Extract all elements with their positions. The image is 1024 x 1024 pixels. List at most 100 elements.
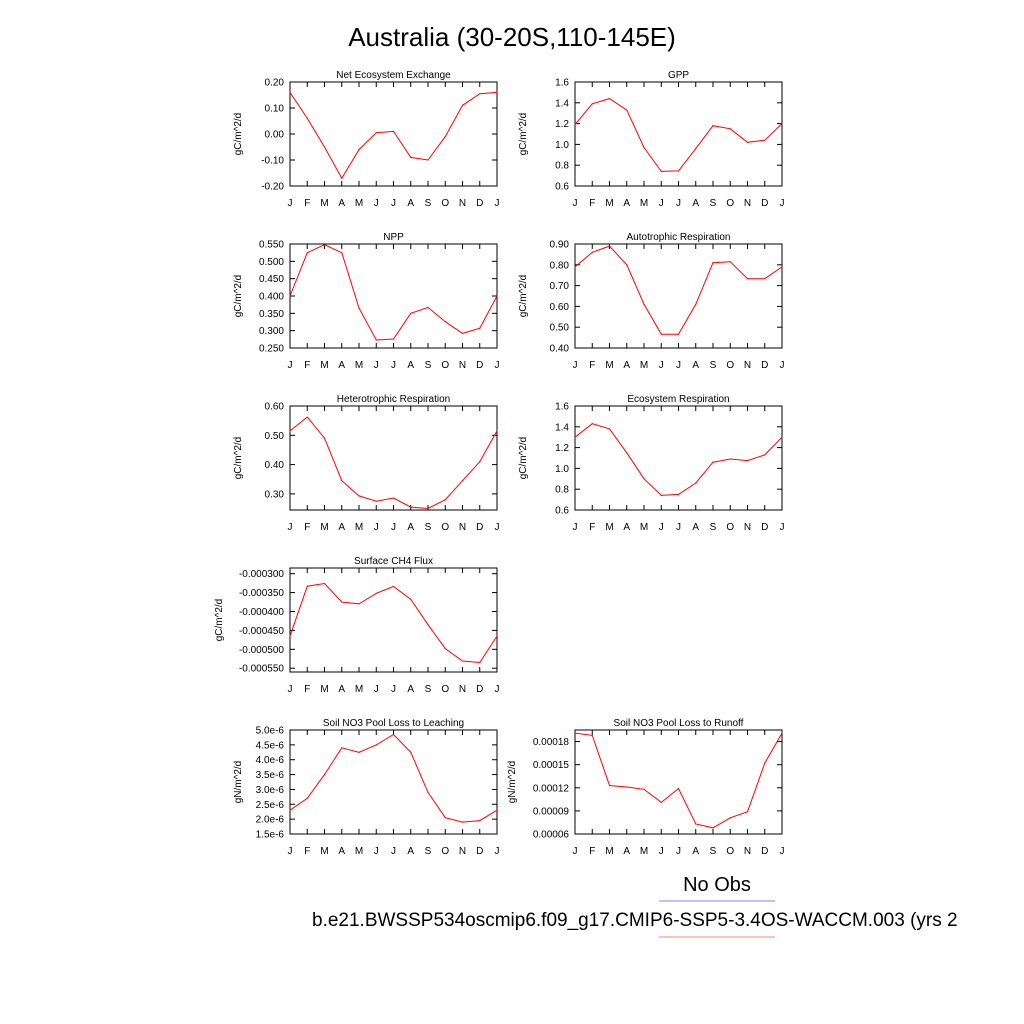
x-tick-label: J [374,198,379,209]
data-point [608,784,611,787]
x-tick-label: A [338,846,345,857]
x-tick-label: J [288,846,293,857]
x-tick-label: D [476,360,483,371]
x-tick-label: A [407,198,414,209]
data-point [746,141,749,143]
data-point [306,117,308,119]
x-tick-label: J [780,198,785,209]
x-tick-label: O [441,684,449,695]
data-point [695,823,697,825]
x-tick-label: A [338,522,345,533]
series-line [289,244,498,341]
y-tick-label: 0.6 [555,182,569,193]
data-point [410,598,412,600]
x-tick-label: F [589,522,595,533]
y-tick-label: 1.6 [555,78,569,89]
x-tick-label: J [288,198,293,209]
x-tick-label: J [780,522,785,533]
data-point [306,797,308,799]
series-line [289,582,498,664]
y-tick-label: 0.00006 [533,830,570,841]
chart-title: NPP [383,232,404,243]
data-point [729,817,731,819]
x-tick-label: A [407,684,414,695]
data-point [695,147,697,150]
y-tick-label: 0.40 [265,460,285,471]
x-tick-label: D [476,846,483,857]
data-point [306,585,308,587]
x-tick-label: J [391,198,396,209]
x-tick-label: A [623,360,630,371]
data-point [496,635,498,637]
x-tick-label: S [710,360,717,371]
data-point [496,91,498,93]
x-tick-label: J [288,684,293,695]
x-tick-label: M [320,846,328,857]
y-tick-label: 1.0 [555,140,569,151]
x-tick-label: J [676,522,681,533]
data-point [712,827,714,829]
x-tick-label: J [573,846,578,857]
y-tick-label: 1.2 [555,443,569,454]
x-tick-label: M [355,198,363,209]
data-point [461,660,464,662]
y-tick-label: 0.00012 [533,783,570,794]
data-point [781,436,783,438]
data-point [358,307,360,309]
data-point [289,809,291,811]
data-point [427,791,429,794]
data-point [608,98,611,100]
y-tick-label: 3.0e-6 [256,785,285,796]
x-tick-label: M [320,360,328,371]
data-point [444,136,446,138]
y-tick-label: -0.000500 [239,645,284,656]
x-tick-label: J [495,846,500,857]
y-axis-label: gC/m^2/d [214,599,225,642]
data-point [695,482,697,484]
y-tick-label: 0.50 [550,323,570,334]
x-tick-label: F [304,522,310,533]
data-point [626,452,628,454]
data-point [461,104,464,106]
y-tick-label: 0.300 [259,326,284,337]
data-point [574,124,576,126]
x-tick-label: O [441,360,449,371]
x-tick-label: A [623,198,630,209]
x-tick-label: J [573,522,578,533]
x-tick-label: J [374,360,379,371]
x-tick-label: J [676,360,681,371]
y-axis-label: gC/m^2/d [518,437,529,480]
data-point [289,635,291,637]
series-line [574,732,783,829]
data-point [781,123,783,125]
x-tick-label: M [320,684,328,695]
data-point [746,811,749,813]
data-point [677,333,680,335]
x-tick-label: S [710,198,717,209]
x-tick-label: N [459,684,466,695]
x-tick-label: N [459,360,466,371]
data-point [643,478,645,480]
x-tick-label: J [573,198,578,209]
y-tick-label: 4.5e-6 [256,740,285,751]
y-tick-label: -0.10 [261,156,284,167]
x-tick-label: J [780,360,785,371]
x-tick-label: J [780,846,785,857]
x-tick-label: N [744,198,751,209]
y-tick-label: 0.450 [259,274,284,285]
data-point [677,170,680,172]
data-point [427,624,429,626]
data-point [306,416,308,418]
x-tick-label: N [459,846,466,857]
figure-title: Australia (30-20S,110-145E) [348,22,676,52]
y-tick-label: 0.400 [259,292,284,303]
data-point [643,788,645,790]
data-point [323,582,326,585]
x-tick-label: D [761,522,768,533]
